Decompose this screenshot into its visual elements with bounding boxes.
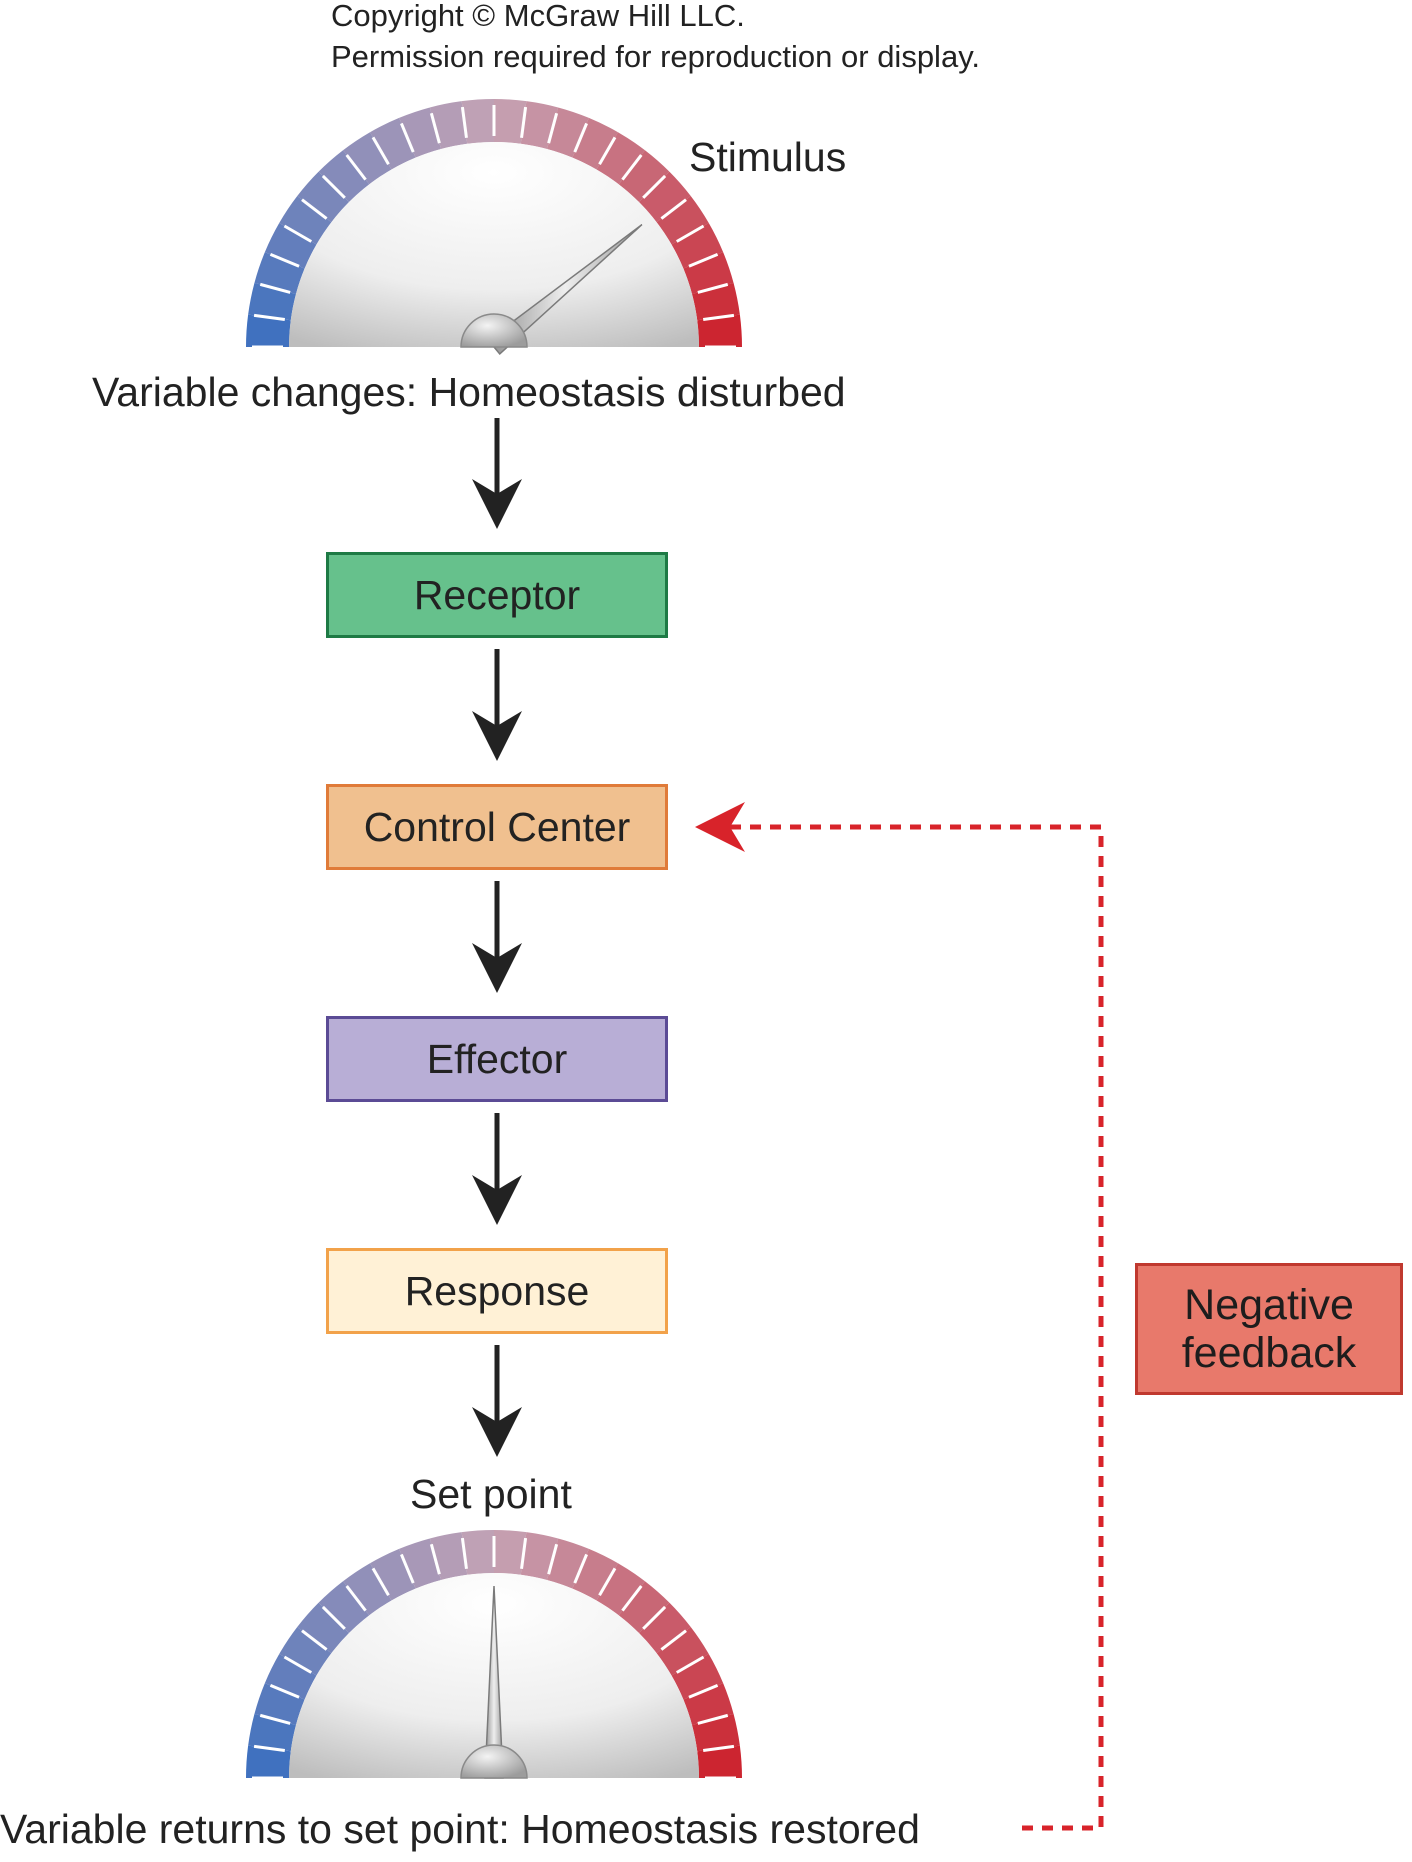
receptor-box: Receptor (326, 552, 668, 638)
stimulus-gauge-scale-segment (618, 150, 670, 203)
set-point-gauge-tick (702, 1744, 735, 1752)
stimulus-gauge-tick (598, 136, 617, 166)
stimulus-gauge-tick (702, 313, 735, 321)
set-point-gauge-scale-segment (618, 1581, 670, 1634)
stimulus-gauge-scale-segment (297, 171, 350, 223)
set-point-label: Set point (410, 1471, 572, 1517)
set-point-gauge-tick (259, 1713, 291, 1725)
set-point-gauge-tick (460, 1537, 468, 1570)
set-point-gauge-scale-segment (399, 1538, 441, 1589)
receptor-label: Receptor (413, 571, 581, 618)
stimulus-gauge-tick (520, 106, 528, 139)
set-point-gauge-tick (429, 1543, 441, 1575)
stimulus-gauge-scale-segment (596, 132, 645, 185)
set-point-gauge-tick (301, 1629, 328, 1651)
set-point-gauge-scale-segment (461, 1530, 494, 1575)
stimulus-gauge-scale-segment (254, 252, 305, 294)
set-point-gauge-tick (621, 1585, 643, 1612)
set-point-gauge-tick (642, 1605, 667, 1630)
stimulus-gauge-tick (429, 112, 441, 144)
homeostasis-disturbed-label: Variable changes: Homeostasis disturbed (92, 369, 846, 415)
stimulus-gauge-scale-segment (318, 150, 370, 203)
stimulus-gauge-tick (547, 112, 559, 144)
stimulus-gauge-tick (400, 122, 415, 153)
stimulus-gauge-tick (675, 224, 705, 243)
stimulus-gauge-scale-segment (494, 99, 527, 144)
set-point-gauge-tick (400, 1553, 415, 1584)
set-point-gauge-scale-segment (297, 1602, 350, 1654)
set-point-gauge-scale-segment (656, 1627, 709, 1676)
stimulus-label: Stimulus (689, 134, 847, 180)
stimulus-gauge-scale-segment (547, 107, 589, 158)
response-label: Response (404, 1267, 590, 1314)
set-point-gauge-scale-segment (596, 1563, 645, 1616)
stimulus-gauge-scale-segment (279, 196, 332, 245)
set-point-gauge-scale-segment (246, 1745, 291, 1778)
stimulus-gauge-tick (573, 122, 588, 153)
stimulus-gauge-tick (621, 154, 643, 181)
stimulus-gauge-tick (697, 282, 729, 294)
stimulus-gauge-tick (269, 253, 300, 268)
stimulus-gauge-scale-segment (461, 99, 494, 144)
set-point-gauge-tick (598, 1567, 617, 1597)
stimulus-gauge-tick (345, 154, 367, 181)
set-point-gauge-tick (520, 1537, 528, 1570)
set-point-gauge-scale-segment (254, 1683, 305, 1725)
stimulus-gauge-tick (371, 136, 390, 166)
stimulus-gauge-tick (301, 198, 328, 220)
stimulus-gauge-face (289, 142, 699, 347)
stimulus-gauge-scale-segment (638, 171, 691, 223)
stimulus-gauge-scale-segment (246, 314, 291, 347)
stimulus-gauge-tick (660, 198, 687, 220)
set-point-gauge-scale-segment (279, 1627, 332, 1676)
set-point-gauge-tick (675, 1655, 705, 1674)
set-point-gauge-tick (269, 1684, 300, 1699)
copyright-line-2: Permission required for reproduction or … (331, 39, 981, 74)
stimulus-gauge-tick (688, 253, 719, 268)
set-point-gauge-tick (688, 1684, 719, 1699)
set-point-gauge-hub (460, 1744, 528, 1779)
effector-label: Effector (426, 1035, 568, 1082)
stimulus-gauge-scale-segment (697, 314, 742, 347)
negative-feedback-box: Negative feedback (1135, 1263, 1403, 1395)
stimulus-gauge-tick (460, 106, 468, 139)
stimulus-gauge-tick (321, 174, 346, 199)
set-point-gauge (246, 1530, 742, 1780)
stimulus-gauge-tick (259, 282, 291, 294)
set-point-gauge-scale-segment (343, 1563, 392, 1616)
set-point-gauge-scale-segment (683, 1683, 734, 1725)
set-point-gauge-tick (660, 1629, 687, 1651)
set-point-gauge-scale-segment (494, 1530, 527, 1575)
set-point-gauge-tick (253, 1744, 286, 1752)
homeostasis-restored-label: Variable returns to set point: Homeostas… (0, 1806, 920, 1852)
stimulus-gauge-scale-segment (399, 107, 441, 158)
set-point-gauge-tick (283, 1655, 313, 1674)
stimulus-gauge-scale-segment (656, 196, 709, 245)
set-point-gauge-scale-segment (638, 1602, 691, 1654)
negative-feedback-loop-line (695, 802, 1104, 1831)
stimulus-gauge-scale-segment (683, 252, 734, 294)
effector-box: Effector (326, 1016, 668, 1102)
control-center-label: Control Center (363, 803, 631, 850)
stimulus-gauge-tick (283, 224, 313, 243)
stimulus-gauge-hub (460, 313, 528, 348)
stimulus-gauge (246, 99, 742, 356)
set-point-gauge-tick (547, 1543, 559, 1575)
set-point-gauge-tick (321, 1605, 346, 1630)
set-point-gauge-tick (371, 1567, 390, 1597)
copyright-line-1: Copyright © McGraw Hill LLC. (331, 0, 745, 33)
negative-feedback-label: Negative feedback (1181, 1281, 1357, 1377)
set-point-gauge-scale-segment (697, 1745, 742, 1778)
stimulus-gauge-tick (642, 174, 667, 199)
set-point-gauge-scale-segment (547, 1538, 589, 1589)
set-point-gauge-scale-segment (318, 1581, 370, 1634)
set-point-gauge-tick (697, 1713, 729, 1725)
control-center-box: Control Center (326, 784, 668, 870)
response-box: Response (326, 1248, 668, 1334)
set-point-gauge-tick (345, 1585, 367, 1612)
set-point-gauge-tick (573, 1553, 588, 1584)
stimulus-gauge-tick (253, 313, 286, 321)
stimulus-gauge-scale-segment (343, 132, 392, 185)
